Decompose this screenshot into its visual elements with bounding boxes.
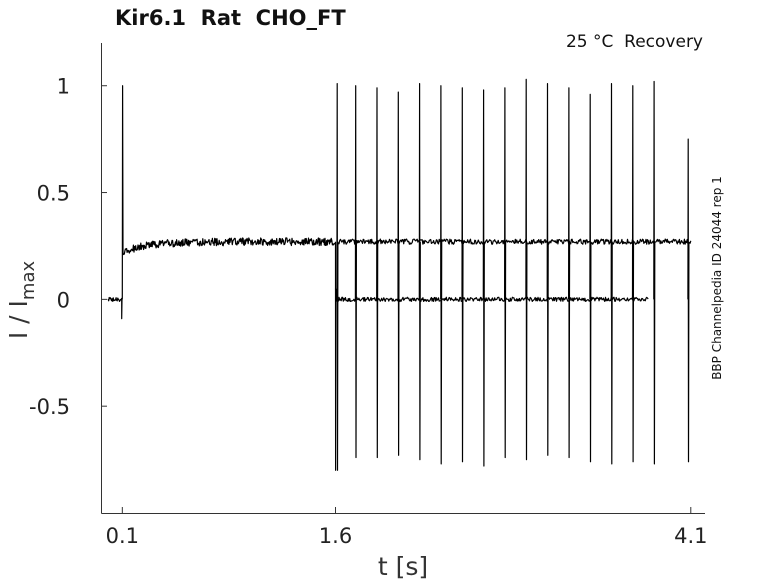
test-pulse-transient (397, 91, 400, 456)
trace-recovery-upper (336, 238, 692, 245)
x-tick-label: 1.6 (319, 524, 352, 548)
x-ticks: 0.1 1.6 4.1 (106, 507, 707, 548)
test-pulse-transient (653, 80, 656, 465)
y-axis-label-main: I / I (4, 300, 33, 339)
x-axis-label: t [s] (378, 552, 428, 581)
trace-baseline (107, 296, 123, 320)
test-pulse-transient (525, 78, 528, 461)
y-tick-label: 1 (57, 75, 70, 99)
channelpedia-id-label: BBP Channelpedia ID 24044 rep 1 (710, 176, 724, 380)
test-pulse-transient (461, 87, 464, 463)
trace-recovery-lower (334, 288, 649, 303)
y-axis-label: I / Imax (4, 261, 39, 340)
test-pulse-transient (482, 89, 485, 467)
chart-subtitle: 25 °C Recovery (566, 32, 703, 52)
y-axis-label-sub: max (18, 261, 39, 301)
test-pulse-transient (440, 85, 443, 465)
test-pulse-transient (610, 83, 613, 465)
test-pulse-transient (631, 85, 635, 463)
x-tick-label: 4.1 (674, 524, 707, 548)
traces (107, 78, 692, 471)
test-pulse-transient (568, 87, 571, 459)
test-pulse-transient (687, 138, 690, 463)
test-pulse-transient (336, 83, 339, 471)
y-tick-label: -0.5 (29, 395, 70, 419)
y-ticks: 1 0.5 0 -0.5 (29, 75, 107, 419)
trace-conditioning-pulse (121, 85, 336, 300)
y-tick-label: 0 (57, 288, 70, 312)
chart-title: Kir6.1 Rat CHO_FT (115, 6, 346, 30)
test-pulse-transient (589, 93, 592, 463)
y-tick-label: 0.5 (37, 182, 70, 206)
test-pulse-transient (546, 83, 549, 456)
test-pulse-transient (354, 85, 357, 459)
plot-area: 1 0.5 0 -0.5 0.1 1.6 4.1 (29, 43, 707, 548)
x-tick-label: 0.1 (106, 524, 139, 548)
test-pulse-transient (376, 87, 379, 459)
test-pulse-transient (504, 87, 507, 459)
test-pulse-transient (418, 83, 421, 461)
